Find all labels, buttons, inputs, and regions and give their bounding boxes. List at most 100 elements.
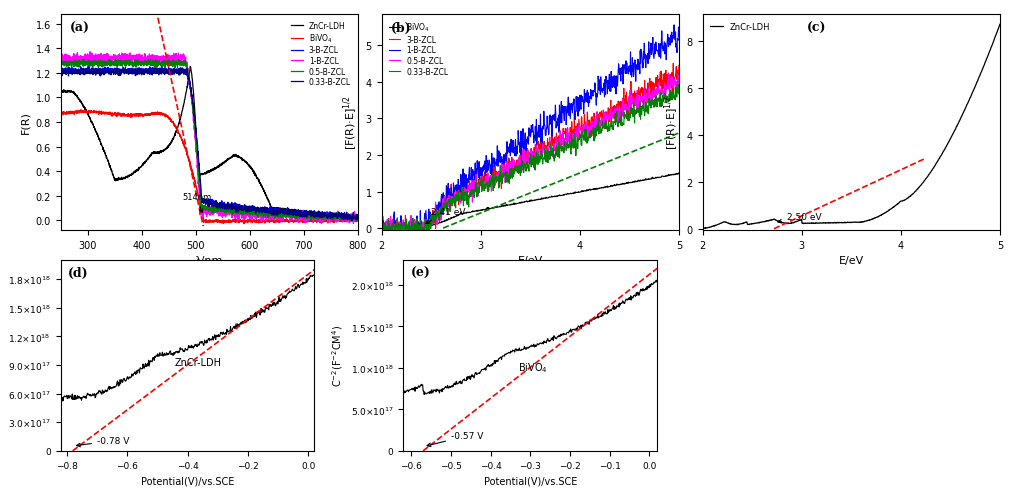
ZnCr-LDH (70, 93, 82, 99)
0.5-B-ZCL (376, 226, 388, 232)
BiVO$_4$ (601, 184, 613, 190)
1-B-ZCL (191, 163, 203, 169)
0.5-B-ZCL (414, 233, 426, 239)
BiVO$_4$ (673, 171, 685, 177)
Y-axis label: [F(R)·E]$^{1/2}$: [F(R)·E]$^{1/2}$ (341, 95, 361, 150)
0.5-B-ZCL (632, 98, 644, 104)
0.5-B-ZCL (351, 214, 364, 220)
BiVO$_4$ (394, 224, 406, 230)
1-B-ZCL (347, 221, 360, 227)
0.5-B-ZCL (343, 217, 356, 223)
0.5-B-ZCL (103, 57, 115, 63)
0.33-B-ZCL (557, 144, 569, 150)
3-B-ZCL (70, 71, 82, 77)
BiVO$_4$ (75, 107, 87, 113)
Legend: ZnCr-LDH: ZnCr-LDH (707, 19, 773, 35)
3-B-ZCL (82, 63, 94, 69)
1-B-ZCL (199, 208, 211, 214)
BiVO$_4$ (376, 224, 388, 230)
ZnCr-LDH (343, 214, 356, 220)
Y-axis label: [F(R)·E]$^{1/2}$: [F(R)·E]$^{1/2}$ (663, 95, 681, 150)
3-B-ZCL (55, 67, 67, 73)
ZnCr-LDH (697, 226, 709, 232)
0.5-B-ZCL (289, 213, 301, 219)
1-B-ZCL (55, 54, 67, 60)
3-B-ZCL (557, 131, 569, 137)
0.33-B-ZCL (55, 67, 67, 73)
0.33-B-ZCL (70, 69, 82, 75)
3-B-ZCL (632, 89, 644, 95)
Text: BiVO$_4$: BiVO$_4$ (517, 361, 547, 375)
X-axis label: Potential(V)/vs.SCE: Potential(V)/vs.SCE (140, 475, 234, 485)
Text: (b): (b) (391, 22, 411, 35)
0.5-B-ZCL (601, 110, 613, 116)
Line: 1-B-ZCL: 1-B-ZCL (61, 53, 358, 224)
0.33-B-ZCL (76, 66, 88, 72)
ZnCr-LDH (289, 207, 301, 213)
0.5-B-ZCL (191, 154, 203, 160)
1-B-ZCL (601, 92, 613, 98)
Text: (d): (d) (69, 266, 89, 279)
BiVO$_4$ (343, 217, 356, 223)
0.33-B-ZCL (632, 106, 644, 112)
Legend: ZnCr-LDH, BiVO$_4$, 3-B-ZCL, 1-B-ZCL, 0.5-B-ZCL, 0.33-B-ZCL: ZnCr-LDH, BiVO$_4$, 3-B-ZCL, 1-B-ZCL, 0.… (288, 19, 355, 90)
0.33-B-ZCL (601, 125, 613, 131)
BiVO$_4$ (392, 224, 404, 230)
1-B-ZCL (351, 215, 364, 221)
Y-axis label: F(R): F(R) (20, 111, 30, 134)
1-B-ZCL (548, 117, 561, 123)
Text: -0.78 V: -0.78 V (77, 436, 129, 447)
0.5-B-ZCL (566, 139, 578, 145)
Line: 0.33-B-ZCL: 0.33-B-ZCL (382, 85, 679, 240)
0.33-B-ZCL (343, 216, 356, 222)
0.33-B-ZCL (376, 221, 388, 227)
3-B-ZCL (394, 235, 406, 241)
ZnCr-LDH (887, 205, 899, 211)
3-B-ZCL (408, 238, 420, 244)
ZnCr-LDH (878, 211, 890, 217)
Text: (c): (c) (807, 22, 826, 35)
Line: 0.33-B-ZCL: 0.33-B-ZCL (61, 69, 358, 221)
Text: (e): (e) (411, 266, 431, 279)
3-B-ZCL (343, 214, 356, 220)
0.33-B-ZCL (672, 82, 684, 88)
3-B-ZCL (376, 231, 388, 237)
3-B-ZCL (673, 63, 685, 69)
Line: BiVO$_4$: BiVO$_4$ (61, 110, 358, 224)
ZnCr-LDH (55, 89, 67, 95)
1-B-ZCL (376, 222, 388, 228)
0.33-B-ZCL (384, 237, 396, 243)
X-axis label: E/eV: E/eV (517, 256, 543, 266)
Line: 0.5-B-ZCL: 0.5-B-ZCL (382, 74, 679, 236)
ZnCr-LDH (922, 173, 934, 179)
ZnCr-LDH (715, 220, 727, 226)
Legend: BiVO$_4$, 3-B-ZCL, 1-B-ZCL, 0.5-B-ZCL, 0.33-B-ZCL: BiVO$_4$, 3-B-ZCL, 1-B-ZCL, 0.5-B-ZCL, 0… (386, 19, 451, 80)
1-B-ZCL (382, 239, 394, 245)
BiVO$_4$ (566, 191, 578, 197)
ZnCr-LDH (870, 215, 882, 221)
0.5-B-ZCL (394, 220, 406, 226)
BiVO$_4$ (343, 218, 356, 224)
ZnCr-LDH (184, 65, 196, 71)
1-B-ZCL (673, 34, 685, 40)
BiVO$_4$ (55, 112, 67, 118)
3-B-ZCL (346, 217, 359, 223)
0.5-B-ZCL (70, 60, 82, 66)
0.5-B-ZCL (305, 218, 317, 224)
3-B-ZCL (289, 211, 301, 217)
X-axis label: E/eV: E/eV (838, 256, 864, 266)
Line: ZnCr-LDH: ZnCr-LDH (61, 68, 358, 220)
3-B-ZCL (191, 149, 203, 155)
BiVO$_4$ (289, 217, 301, 223)
3-B-ZCL (351, 214, 364, 220)
0.33-B-ZCL (673, 92, 685, 98)
0.5-B-ZCL (548, 148, 561, 154)
0.33-B-ZCL (199, 201, 211, 207)
BiVO$_4$ (673, 170, 685, 176)
1-B-ZCL (84, 50, 96, 56)
0.33-B-ZCL (394, 228, 406, 234)
0.5-B-ZCL (673, 83, 685, 89)
ZnCr-LDH (952, 119, 965, 125)
Text: 514nm: 514nm (182, 193, 211, 213)
Line: 1-B-ZCL: 1-B-ZCL (382, 26, 679, 242)
